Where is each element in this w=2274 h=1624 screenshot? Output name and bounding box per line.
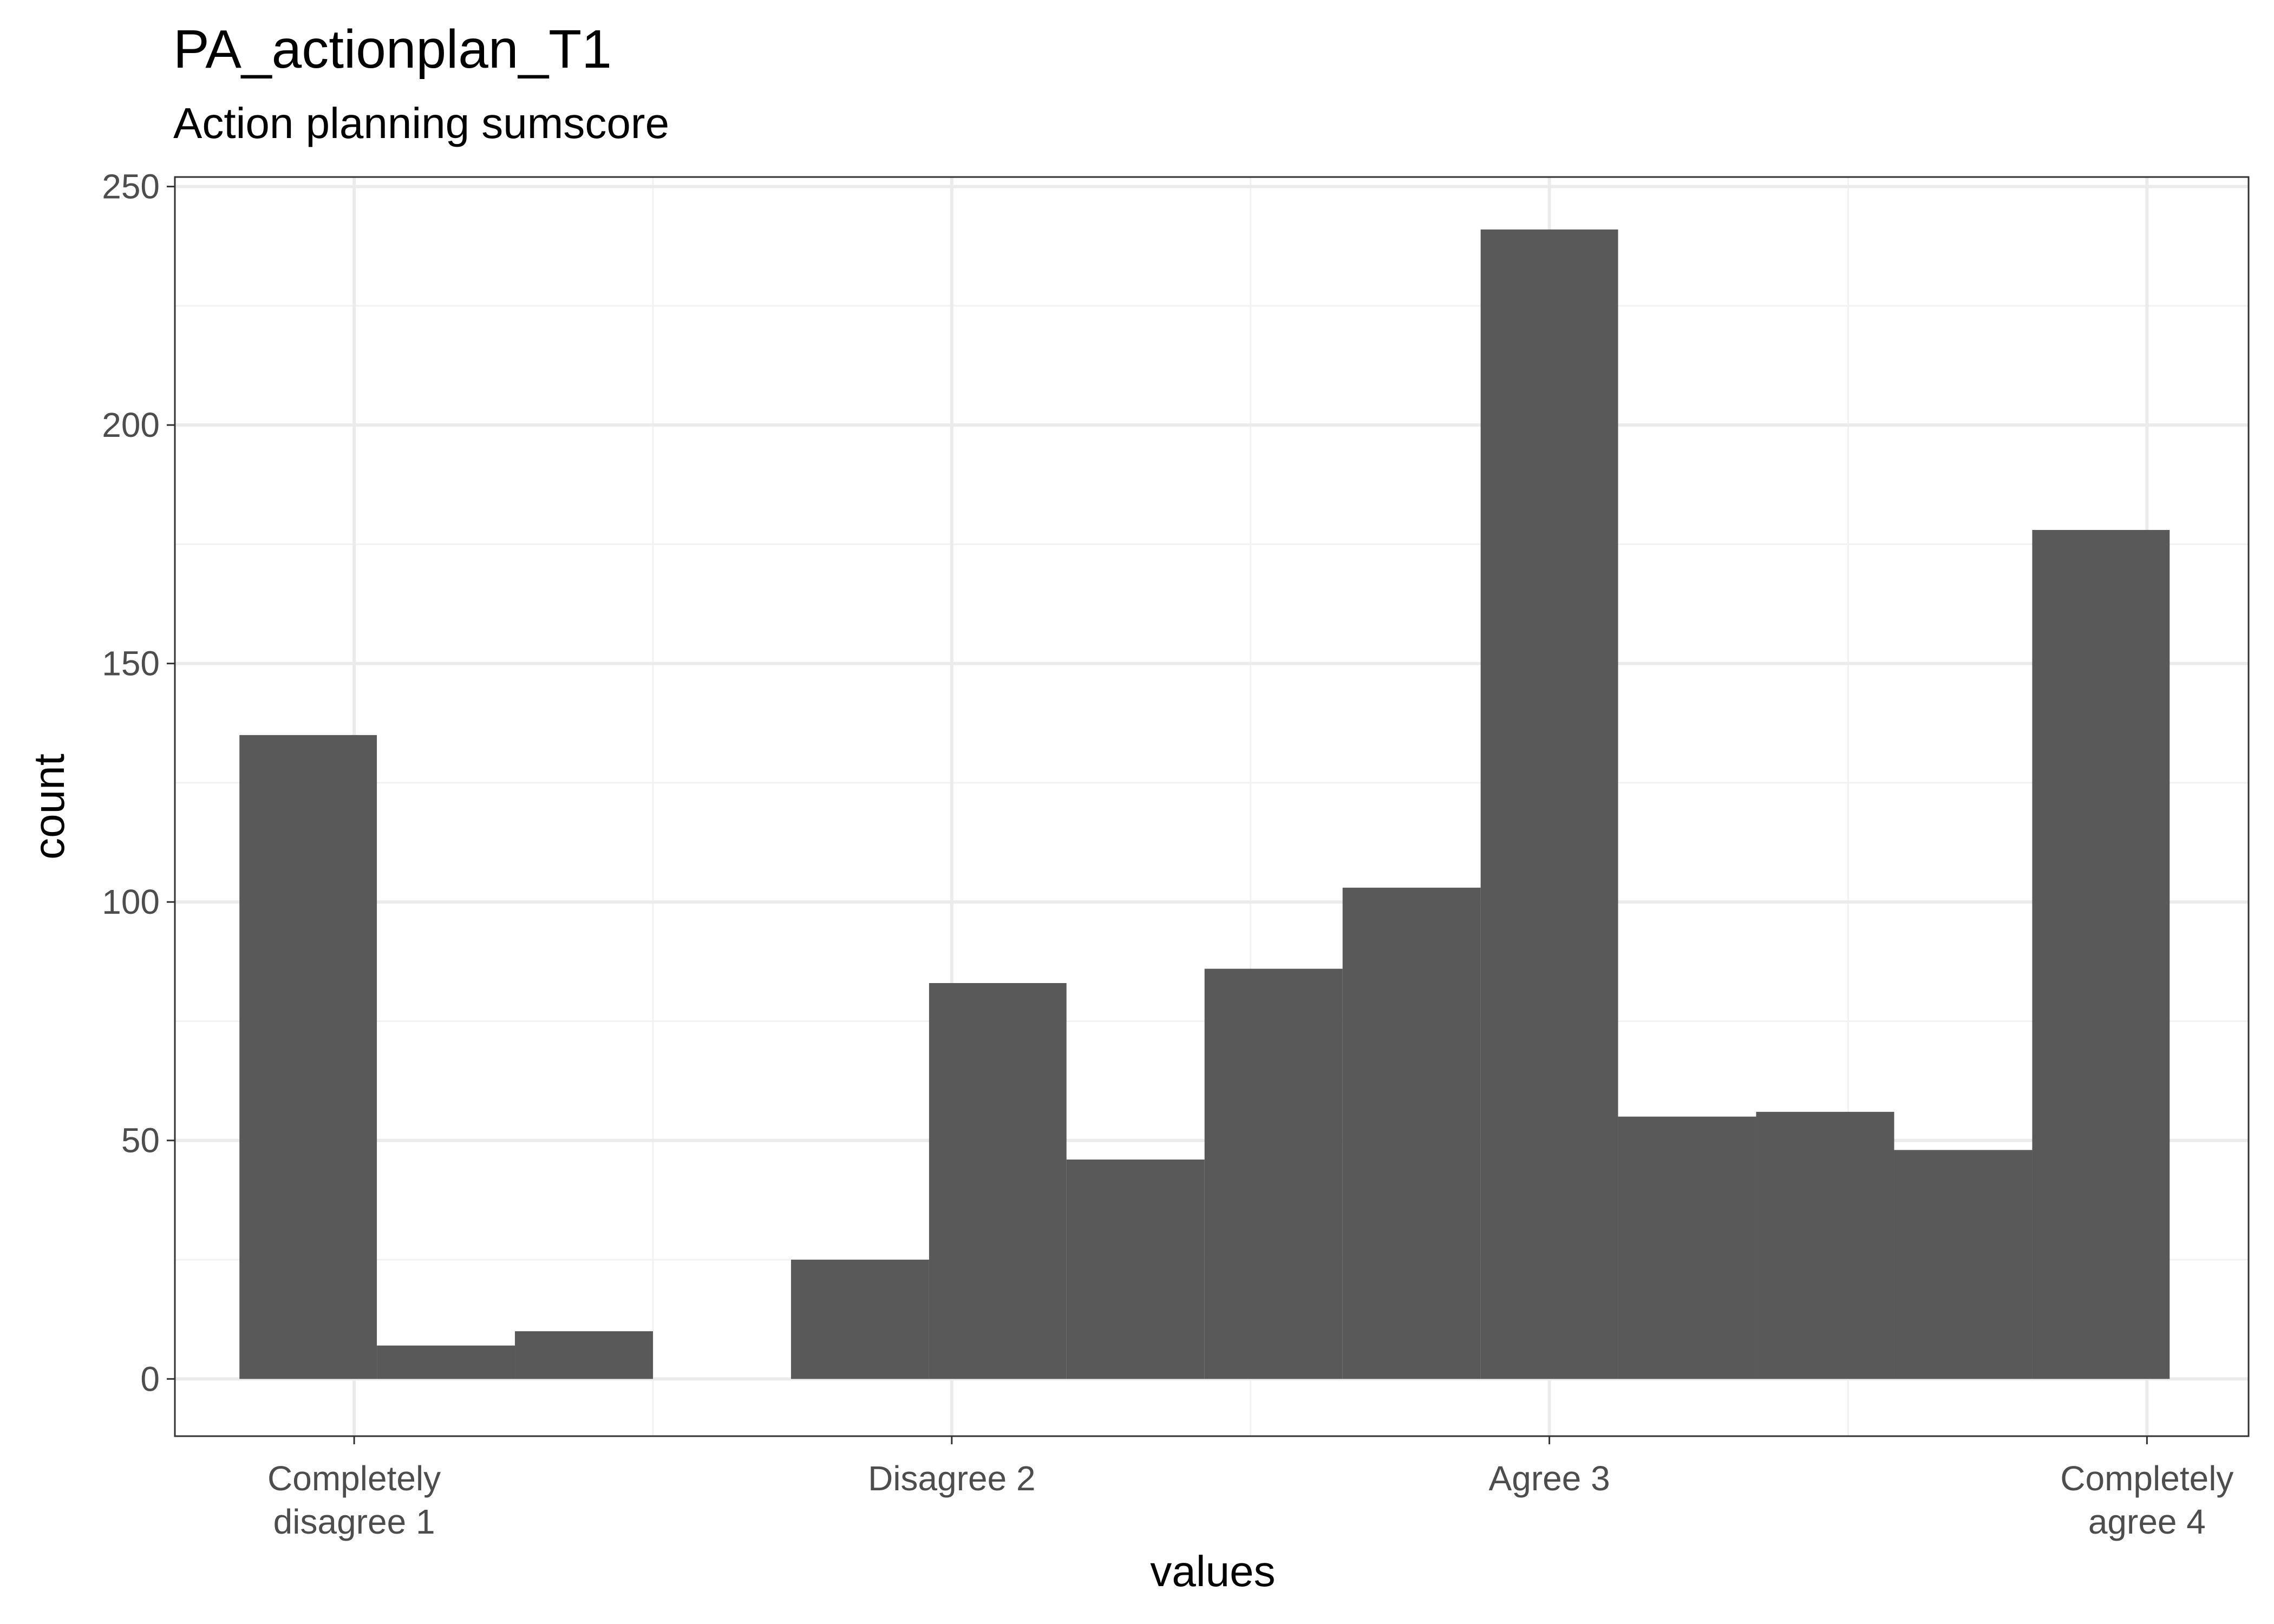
histogram-bar <box>2032 529 2170 1379</box>
histogram-bar <box>929 983 1067 1379</box>
x-tick-label: Disagree 2 <box>868 1459 1036 1498</box>
histogram-bar <box>1618 1116 1756 1379</box>
histogram-bar <box>1342 887 1481 1379</box>
y-tick-label: 0 <box>140 1359 160 1398</box>
x-tick-label: Agree 3 <box>1489 1459 1610 1498</box>
histogram-bar <box>515 1331 653 1379</box>
panel-border <box>174 176 2250 1437</box>
histogram-bar <box>239 735 377 1379</box>
histogram-bar <box>1480 229 1618 1379</box>
x-tick-label: Completely disagree 1 <box>267 1459 441 1541</box>
y-tick-label: 100 <box>102 882 160 921</box>
histogram-bar <box>790 1260 929 1379</box>
histogram-bar <box>1894 1150 2033 1379</box>
histogram-bar <box>377 1345 515 1379</box>
y-tick-label: 250 <box>102 167 160 206</box>
histogram-bar <box>1204 968 1343 1379</box>
y-axis: 0 50 100 150 200 250 <box>102 167 175 1398</box>
y-tick-label: 150 <box>102 644 160 683</box>
bars <box>239 229 2170 1379</box>
histogram-bar <box>1066 1159 1205 1379</box>
chart-subtitle: Action planning sumscore <box>173 99 669 147</box>
histogram-bar <box>1756 1111 1894 1379</box>
y-tick-label: 200 <box>102 405 160 444</box>
x-tick-label: Completely agree 4 <box>2060 1459 2233 1541</box>
x-axis-title: values <box>1150 1547 1275 1595</box>
y-tick-label: 50 <box>121 1121 160 1160</box>
x-axis: Completely disagree 1 Disagree 2 Agree 3 Com… <box>267 1436 2233 1541</box>
chart-title: PA_actionplan_T1 <box>173 19 612 80</box>
grid-minor <box>175 177 2249 1436</box>
y-axis-title: count <box>25 754 73 860</box>
